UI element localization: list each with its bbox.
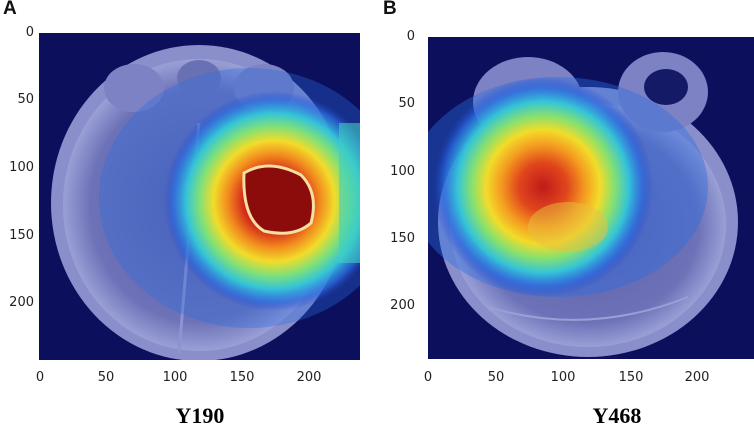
x-tick-label: 0 xyxy=(423,370,433,385)
y-tick-label: 50 xyxy=(398,96,415,111)
x-tick-label: 150 xyxy=(618,370,644,385)
y-tick-label: 100 xyxy=(390,164,415,179)
x-tick-label: 50 xyxy=(97,370,115,385)
x-tick-label: 100 xyxy=(550,370,576,385)
y-tick-label: 200 xyxy=(9,295,34,310)
mri-heatmap-image xyxy=(428,37,754,359)
x-tick-label: 200 xyxy=(684,370,710,385)
y-tick-label: 50 xyxy=(17,92,34,107)
panel-b: B xyxy=(377,0,754,431)
x-tick-label: 100 xyxy=(162,370,188,385)
y-tick-label: 200 xyxy=(390,298,415,313)
y-tick-label: 150 xyxy=(390,231,415,246)
x-tick-label: 150 xyxy=(229,370,255,385)
panel-caption: Y468 xyxy=(592,403,642,428)
panel-letter: B xyxy=(383,0,397,19)
x-tick-label: 50 xyxy=(487,370,505,385)
x-tick-label: 0 xyxy=(35,370,45,385)
panel-a: A xyxy=(3,0,360,428)
y-tick-label: 0 xyxy=(406,29,415,44)
panel-caption: Y190 xyxy=(175,403,225,428)
y-tick-label: 0 xyxy=(25,25,34,40)
y-tick-label: 100 xyxy=(9,160,34,175)
mri-heatmap-image xyxy=(39,33,360,360)
y-tick-label: 150 xyxy=(9,228,34,243)
x-tick-label: 200 xyxy=(296,370,322,385)
panel-letter: A xyxy=(3,0,17,19)
